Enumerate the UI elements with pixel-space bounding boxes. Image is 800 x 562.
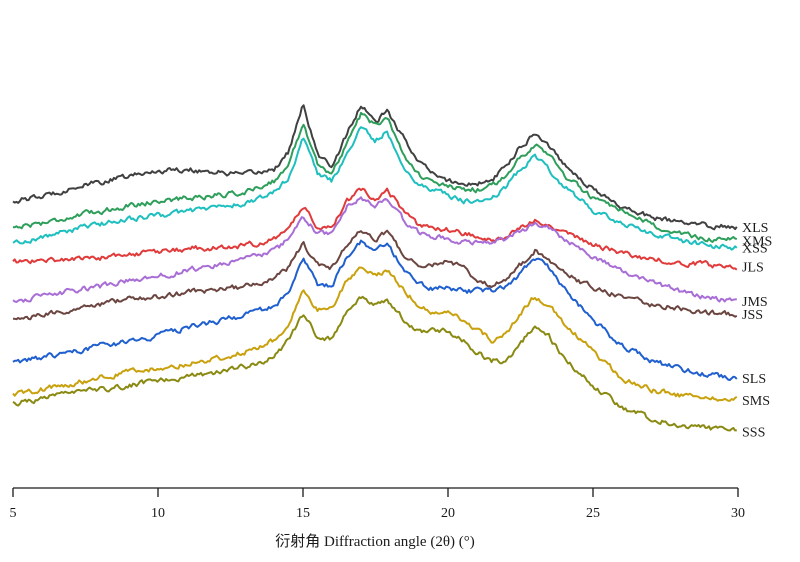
x-tick-label: 15 — [296, 506, 310, 521]
series-label-xls: XLS — [742, 221, 768, 236]
series-label-jss: JSS — [742, 308, 763, 323]
series-line-xms — [12, 111, 738, 243]
series-line-jms — [12, 196, 737, 303]
x-tick-label: 25 — [586, 506, 600, 521]
series-line-sss — [12, 295, 737, 432]
series-label-xms: XMS — [742, 234, 772, 249]
series-label-xss: XSS — [742, 242, 768, 257]
x-tick-label: 5 — [10, 506, 17, 521]
series-line-sms — [12, 266, 738, 402]
x-tick-label: 20 — [441, 506, 455, 521]
series-line-jls — [12, 187, 738, 271]
x-axis-title: 衍射角 Diffraction angle (2θ) (°) — [275, 533, 475, 550]
series-label-sss: SSS — [742, 426, 765, 441]
series-label-jls: JLS — [742, 260, 764, 275]
x-tick-label: 30 — [731, 506, 745, 521]
series-line-xss — [12, 126, 738, 251]
series-label-sls: SLS — [742, 372, 766, 387]
series-line-jss — [12, 229, 738, 321]
series-label-sms: SMS — [742, 394, 770, 409]
x-tick-label: 10 — [151, 506, 165, 521]
curves-layer — [12, 104, 738, 432]
series-line-xls — [12, 104, 738, 231]
x-axis: 5 10 15 20 25 30 — [10, 487, 745, 521]
series-label-jms: JMS — [742, 295, 768, 310]
series-line-sls — [12, 239, 738, 381]
